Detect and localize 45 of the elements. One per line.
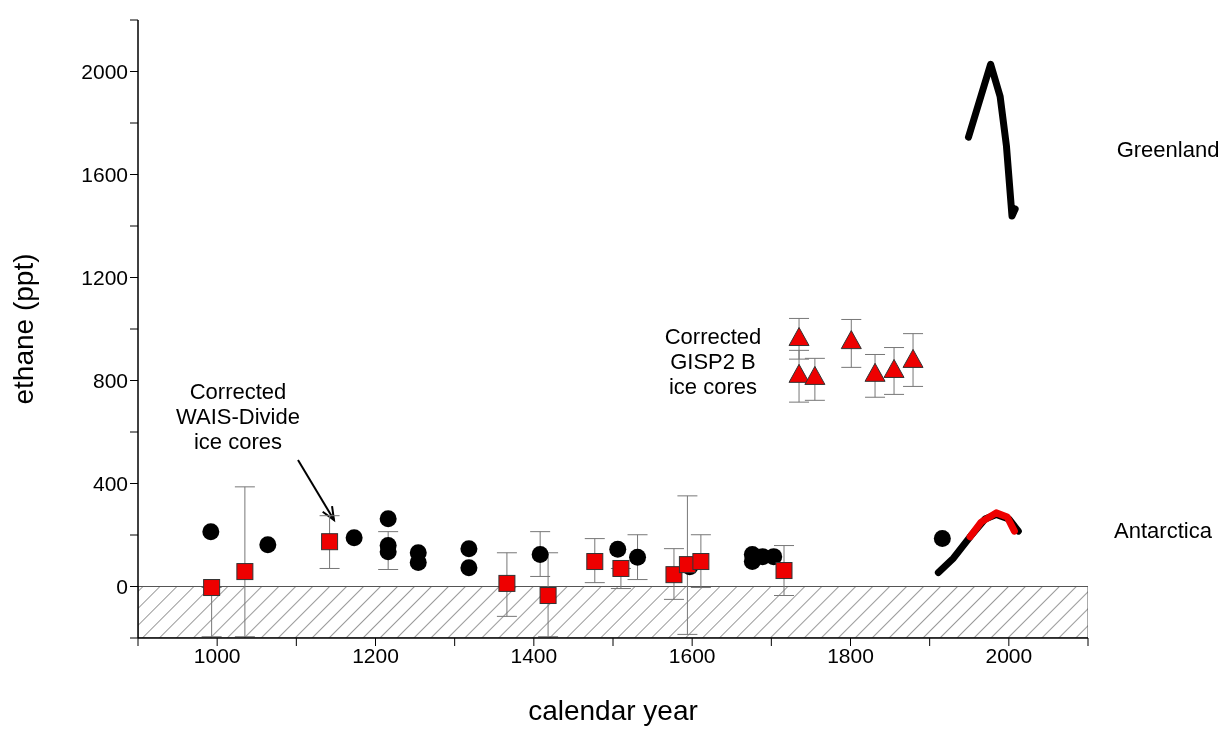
point xyxy=(788,327,810,347)
annotation: Corrected WAIS-Divide ice cores xyxy=(176,378,300,455)
x-tick-label: 1800 xyxy=(827,643,874,667)
point xyxy=(460,540,478,558)
point xyxy=(539,587,557,605)
point xyxy=(804,365,826,385)
point xyxy=(586,553,604,571)
point xyxy=(665,566,683,584)
y-tick-label: 1600 xyxy=(81,162,128,186)
point xyxy=(259,536,277,554)
x-tick-label: 1200 xyxy=(352,643,399,667)
point xyxy=(612,559,630,577)
point xyxy=(202,523,220,541)
y-tick-label: 1200 xyxy=(81,265,128,289)
point xyxy=(775,562,793,580)
point xyxy=(379,510,397,528)
point xyxy=(933,530,951,548)
point xyxy=(609,540,627,558)
point xyxy=(236,563,254,581)
x-tick-label: 2000 xyxy=(985,643,1033,667)
x-tick-label: 1600 xyxy=(668,643,716,667)
point xyxy=(203,579,221,597)
point xyxy=(531,546,549,564)
point xyxy=(788,363,810,383)
point xyxy=(345,529,363,547)
text: Antarctica xyxy=(1114,517,1213,543)
point xyxy=(864,362,886,382)
point xyxy=(883,358,905,378)
point xyxy=(629,548,647,566)
y-tick-label: 800 xyxy=(92,368,128,392)
x-tick-label: 1000 xyxy=(193,643,241,667)
y-tick-label: 400 xyxy=(92,471,128,495)
point xyxy=(692,553,710,571)
point xyxy=(321,533,339,551)
x-tick-label: 1400 xyxy=(510,643,558,667)
annotation: Corrected GISP2 B ice cores xyxy=(664,323,762,400)
point xyxy=(902,348,924,368)
x-axis-title: calendar year xyxy=(528,695,698,726)
point xyxy=(498,574,516,592)
y-tick-label: 0 xyxy=(116,574,128,598)
y-axis-title: ethane (ppt) xyxy=(7,253,39,405)
point xyxy=(460,559,478,577)
point xyxy=(840,330,862,350)
text: Greenland xyxy=(1116,136,1220,162)
y-tick-label: 2000 xyxy=(81,59,128,83)
